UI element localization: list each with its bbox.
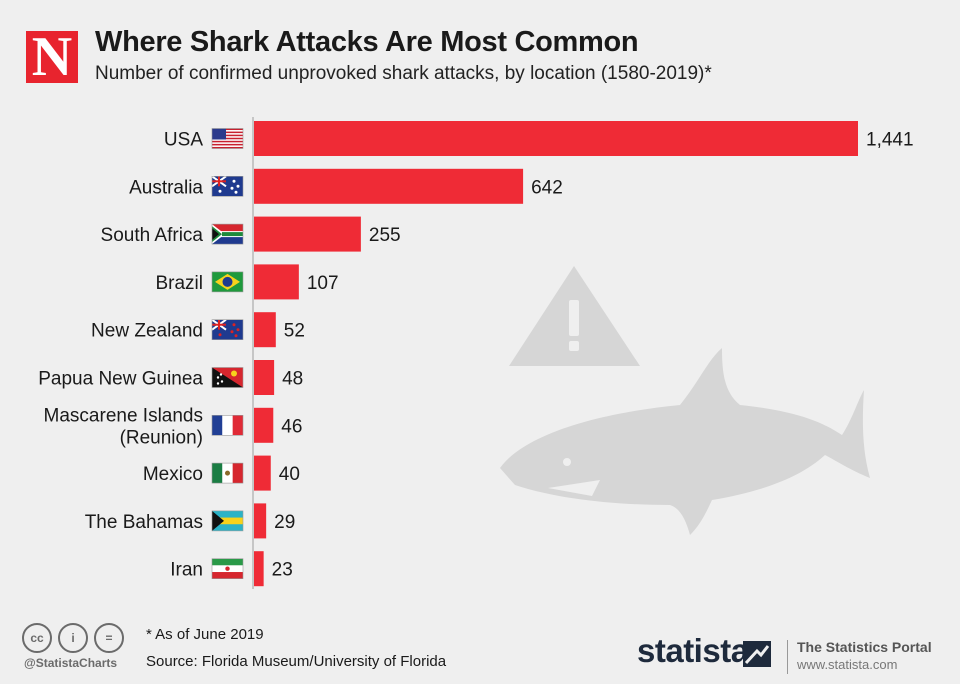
bar-mexico — [254, 455, 271, 491]
value-label-australia: 642 — [531, 177, 563, 198]
brazil-flag-icon — [211, 271, 244, 293]
value-label-france: 46 — [281, 416, 302, 437]
bar-usa — [254, 121, 858, 156]
statista-logo: statista — [637, 632, 749, 669]
category-label-iran: Iran — [170, 560, 203, 581]
bahamas-flag-icon — [211, 510, 244, 532]
statista-logo-mark-icon — [743, 641, 771, 667]
iran-flag-icon — [211, 558, 244, 580]
portal-url: www.statista.com — [797, 657, 898, 672]
category-label-australia: Australia — [129, 177, 203, 198]
value-label-papua-new-guinea: 48 — [282, 369, 303, 390]
new-zealand-flag-icon — [211, 318, 244, 341]
category-label-bahamas: The Bahamas — [85, 512, 203, 533]
source-text: Source: Florida Museum/University of Flo… — [146, 653, 447, 670]
value-label-iran: 23 — [272, 560, 293, 581]
value-label-brazil: 107 — [307, 273, 339, 294]
category-label-mexico: Mexico — [143, 464, 203, 485]
portal-title: The Statistics Portal — [797, 639, 932, 655]
category-label-brazil: Brazil — [155, 273, 203, 294]
bar-bahamas — [254, 503, 267, 539]
bar-france — [254, 407, 274, 443]
creative-commons-icon: cc — [22, 623, 52, 653]
category-label-usa: USA — [164, 130, 203, 151]
bar-iran — [254, 551, 264, 587]
newsweek-logo: N — [26, 29, 78, 85]
bars-group: 1,441 USA 642 Australia 255 South Africa 107 Br… — [38, 121, 914, 587]
australia-flag-icon — [211, 175, 244, 197]
france-flag-icon — [211, 414, 244, 436]
value-label-south-africa: 255 — [369, 225, 401, 246]
chart-area: 1,441 USA 642 Australia 255 South Africa 107 Br… — [38, 117, 914, 589]
license-icons: cc i = — [22, 623, 124, 653]
no-derivatives-icon: = — [94, 623, 124, 653]
category-label-new-zealand: New Zealand — [91, 321, 203, 342]
bar-new-zealand — [254, 312, 276, 348]
category-label-south-africa: South Africa — [101, 225, 204, 246]
bar-brazil — [254, 264, 299, 300]
attribution-icon: i — [58, 623, 88, 653]
category-label-france: Mascarene Islands (Reunion) — [44, 405, 203, 448]
value-label-new-zealand: 52 — [284, 321, 305, 342]
papua-new-guinea-flag-icon — [211, 367, 244, 388]
bar-papua-new-guinea — [254, 360, 275, 395]
warning-icon — [509, 266, 640, 366]
south-africa-flag-icon — [211, 223, 244, 245]
value-label-mexico: 40 — [279, 464, 300, 485]
value-label-bahamas: 29 — [274, 512, 295, 533]
chart-title: Where Shark Attacks Are Most Common — [95, 26, 639, 58]
category-label-papua-new-guinea: Papua New Guinea — [38, 369, 203, 390]
value-label-usa: 1,441 — [866, 130, 914, 151]
portal-divider — [787, 640, 788, 674]
shark-illustration — [500, 348, 870, 535]
usa-flag-icon — [211, 128, 244, 149]
footnote: * As of June 2019 — [146, 626, 264, 643]
bar-australia — [254, 168, 524, 204]
chart-subtitle: Number of confirmed unprovoked shark att… — [95, 63, 712, 84]
mexico-flag-icon — [211, 462, 244, 484]
bar-south-africa — [254, 216, 361, 252]
statista-charts-handle: @StatistaCharts — [24, 656, 118, 670]
